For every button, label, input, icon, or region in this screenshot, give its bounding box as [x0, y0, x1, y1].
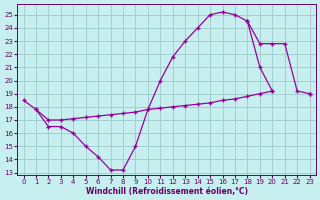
X-axis label: Windchill (Refroidissement éolien,°C): Windchill (Refroidissement éolien,°C) — [85, 187, 248, 196]
